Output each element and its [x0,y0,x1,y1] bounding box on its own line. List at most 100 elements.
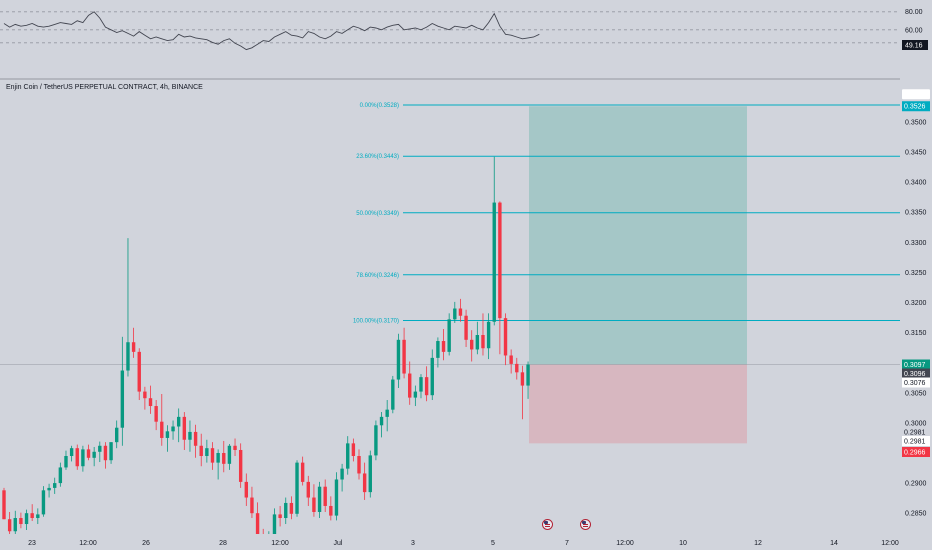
candle-body [447,319,451,352]
rsi-line [3,11,540,51]
candle-body [492,202,496,322]
candle-body [193,431,198,446]
candle-body [374,425,378,456]
candle-body [92,451,96,458]
candle-body [368,455,372,493]
price-badge-label: 0.3526 [904,104,926,111]
candle-body [284,502,288,519]
candle-body [36,514,40,519]
price-badge-light [902,436,930,446]
fibonacci-retracement[interactable]: 0.00%(0.3528) 23.60%(0.3443) 50.00%(0.3349… [353,103,900,325]
candle-body [385,409,389,417]
price-badge-target [902,101,930,112]
candle-body [323,486,327,506]
candle-body [430,357,434,396]
candle-body [408,373,412,398]
price-badge-label: 0.3096 [904,371,926,378]
time-axis[interactable] [0,534,932,550]
candle-body [137,351,141,392]
price-tick-label: 0.3400 [905,180,927,187]
time-tick-label: 12 [754,540,762,547]
price-badge-label: 0.2966 [904,450,926,457]
candle-body [306,481,310,498]
candle-body [391,379,395,410]
candle-body [81,449,85,467]
price-tick-label: 0.2900 [905,481,927,488]
candle-body [216,452,220,463]
candle-body [379,416,384,426]
fib-level-label: 50.00%(0.3349) [356,211,399,217]
rsi-last-value: 49.16 [905,43,923,50]
price-badge-light [902,377,930,388]
candle-body [250,497,254,514]
candle-body [148,398,153,407]
candle-body [75,448,79,467]
candle-body [188,431,192,440]
rsi-last-badge [902,40,928,50]
position-zones[interactable] [0,106,900,444]
candle-body [165,431,170,438]
price-badge-label: 0.3076 [904,380,926,387]
candle-body [396,339,401,380]
candle-body [199,445,203,457]
candle-body [402,339,406,374]
fib-level-label: 78.60%(0.3246) [356,273,399,279]
chart-grid [0,11,932,80]
rsi-indicator [3,11,540,51]
candle-body [295,462,299,514]
candle-body [486,321,491,349]
candle-body [300,462,305,482]
price-tick-label: 0.3050 [905,390,927,397]
candle-body [222,452,226,464]
time-tick-label: 5 [491,540,495,547]
candle-body [210,448,215,463]
candle-body [41,490,46,515]
candle-body [346,443,350,469]
time-tick-label: 3 [411,540,415,547]
candle-body [289,502,294,514]
us-flag-event-icon[interactable] [542,519,553,530]
stop-zone[interactable] [529,364,747,444]
candle-body [103,445,108,461]
candle-body [154,406,158,422]
time-tick-label: Jul [334,540,343,547]
candle-body [227,445,232,464]
candle-body [205,448,209,457]
candle-body [357,456,361,474]
candle-body [503,318,508,356]
rsi-tick-label: 60.00 [905,27,923,34]
candle-body [58,467,63,484]
candle-body [69,448,74,457]
candle-body [458,308,463,316]
price-tick-label: 0.3300 [905,240,927,247]
candle-body [64,456,68,468]
time-tick-label: 12:00 [616,540,634,547]
candle-body [53,483,57,488]
candle-body [312,497,316,512]
candle-body [436,341,440,358]
us-flag-event-icon[interactable] [580,519,591,530]
profit-zone[interactable] [529,106,747,365]
time-tick-label: 10 [679,540,687,547]
candle-body [498,202,502,319]
candle-body [126,342,130,371]
candle-body [86,449,91,458]
candle-body [317,486,322,512]
candle-body [470,339,474,350]
price-tick-label: 0.3150 [905,330,927,337]
time-tick-label: 26 [142,540,150,547]
candle-body [244,481,249,498]
candle-body [143,391,147,399]
candle-body [419,377,423,392]
candle-body [334,479,339,516]
candle-body [515,363,519,373]
fib-level-label: 23.60%(0.3443) [356,154,399,160]
price-badge-stop [902,447,930,457]
candle-body [464,315,468,340]
candle-body [520,372,525,386]
price-tick-label: 0.3350 [905,210,927,217]
price-tick-label: 0.3000 [905,420,927,427]
candle-body [278,514,282,519]
candlestick-series [2,156,530,550]
